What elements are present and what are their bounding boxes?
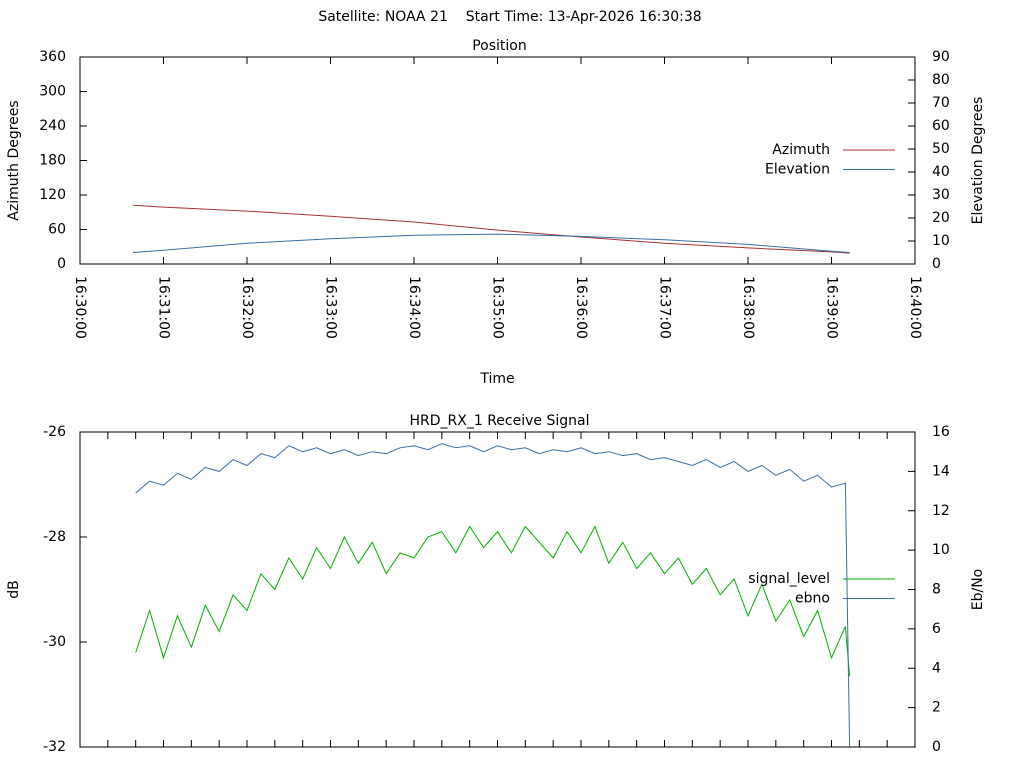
y-tick-label: 240 bbox=[39, 118, 66, 134]
y-tick-label: 120 bbox=[39, 187, 66, 203]
series-line bbox=[135, 443, 851, 748]
y-axis-label: Azimuth Degrees bbox=[6, 100, 22, 220]
x-tick-label: 16:40:00 bbox=[907, 276, 923, 339]
y-tick-label: 0 bbox=[57, 256, 66, 272]
x-axis-label: Time bbox=[479, 371, 514, 387]
page-title: Satellite: NOAA 21 Start Time: 13-Apr-20… bbox=[318, 9, 701, 25]
y-tick-label: 180 bbox=[39, 153, 66, 169]
legend-label: ebno bbox=[795, 591, 830, 607]
y2-axis-label: Eb/No bbox=[970, 569, 986, 611]
y2-tick-label: 14 bbox=[932, 463, 950, 479]
x-tick-label: 16:34:00 bbox=[406, 276, 422, 339]
series-line bbox=[132, 233, 850, 253]
y-tick-label: -28 bbox=[43, 529, 66, 545]
chart-title: Position bbox=[472, 38, 527, 54]
legend-label: Elevation bbox=[765, 162, 830, 178]
y2-tick-label: 0 bbox=[932, 256, 941, 272]
y2-tick-label: 80 bbox=[932, 72, 950, 88]
y2-tick-label: 70 bbox=[932, 95, 950, 111]
y2-tick-label: 4 bbox=[932, 660, 941, 676]
y-tick-label: -32 bbox=[43, 739, 66, 755]
y2-tick-label: 2 bbox=[932, 700, 941, 716]
x-tick-label: 16:32:00 bbox=[239, 276, 255, 339]
series-line bbox=[135, 525, 851, 677]
y2-tick-label: 30 bbox=[932, 187, 950, 203]
y2-tick-label: 8 bbox=[932, 582, 941, 598]
y2-tick-label: 50 bbox=[932, 141, 950, 157]
y-axis-label: dB bbox=[6, 580, 22, 599]
x-tick-label: 16:35:00 bbox=[490, 276, 506, 339]
x-tick-label: 16:36:00 bbox=[573, 276, 589, 339]
legend-label: signal_level bbox=[748, 571, 830, 587]
x-tick-label: 16:33:00 bbox=[323, 276, 339, 339]
y2-tick-label: 12 bbox=[932, 503, 950, 519]
y2-axis-label: Elevation Degrees bbox=[970, 97, 986, 225]
y2-tick-label: 90 bbox=[932, 49, 950, 65]
y-tick-label: -30 bbox=[43, 634, 66, 650]
x-tick-label: 16:39:00 bbox=[824, 276, 840, 339]
y-tick-label: -26 bbox=[43, 424, 66, 440]
y2-tick-label: 40 bbox=[932, 164, 950, 180]
x-tick-label: 16:38:00 bbox=[740, 276, 756, 339]
series-line bbox=[132, 204, 850, 254]
legend-label: Azimuth bbox=[772, 142, 830, 158]
y2-tick-label: 60 bbox=[932, 118, 950, 134]
plot-frame bbox=[79, 56, 916, 265]
y2-tick-label: 6 bbox=[932, 621, 941, 637]
y2-tick-label: 10 bbox=[932, 233, 950, 249]
chart-title: HRD_RX_1 Receive Signal bbox=[410, 413, 590, 429]
plot-frame bbox=[79, 431, 916, 748]
y-tick-label: 360 bbox=[39, 49, 66, 65]
y-tick-label: 60 bbox=[48, 222, 66, 238]
y-tick-label: 300 bbox=[39, 84, 66, 100]
y2-tick-label: 0 bbox=[932, 739, 941, 755]
x-tick-label: 16:37:00 bbox=[657, 276, 673, 339]
y2-tick-label: 10 bbox=[932, 542, 950, 558]
y2-tick-label: 16 bbox=[932, 424, 950, 440]
x-tick-label: 16:31:00 bbox=[156, 276, 172, 339]
x-tick-label: 16:30:00 bbox=[72, 276, 88, 339]
y2-tick-label: 20 bbox=[932, 210, 950, 226]
